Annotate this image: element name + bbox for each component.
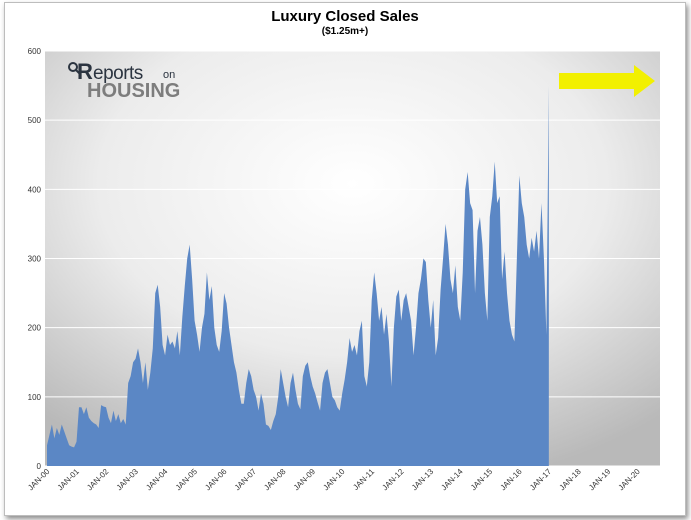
arrow-right-icon bbox=[559, 65, 655, 97]
reports-on-housing-logo: R eports on HOUSING bbox=[67, 59, 207, 107]
x-tick-label: JAN-14 bbox=[439, 467, 465, 493]
logo-on-text: on bbox=[163, 69, 176, 81]
x-tick-label: JAN-11 bbox=[351, 467, 376, 492]
x-axis-ticks: JAN-00 JAN-01 JAN-02 JAN-03 JAN-04 JAN-05 JAN-… bbox=[26, 467, 642, 493]
x-tick-label: JAN-02 bbox=[85, 467, 111, 493]
logo-letter-r: R bbox=[77, 59, 93, 84]
x-tick-label: JAN-05 bbox=[174, 467, 200, 493]
y-tick-label: 600 bbox=[28, 47, 42, 56]
logo-reports-text: eports bbox=[93, 63, 143, 84]
highlight-arrow bbox=[559, 65, 655, 97]
y-tick-label: 500 bbox=[28, 116, 42, 125]
x-tick-label: JAN-20 bbox=[617, 467, 643, 493]
area-series bbox=[47, 85, 549, 466]
x-tick-label: JAN-16 bbox=[498, 467, 524, 493]
x-tick-label: JAN-15 bbox=[469, 467, 495, 493]
chart-plot: 0 100 200 300 400 500 600 JAN-00 JAN-01 JAN-02 JA… bbox=[26, 47, 660, 493]
chart-frame: Luxury Closed Sales ($1.25m+) 0 100 200 300… bbox=[4, 2, 686, 516]
x-tick-label: JAN-09 bbox=[292, 467, 318, 493]
x-tick-label: JAN-12 bbox=[380, 467, 406, 493]
x-tick-label: JAN-06 bbox=[203, 467, 229, 493]
x-tick-label: JAN-03 bbox=[115, 467, 141, 493]
x-tick-label: JAN-18 bbox=[558, 467, 584, 493]
y-tick-label: 200 bbox=[28, 324, 42, 333]
x-tick-label: JAN-01 bbox=[56, 467, 82, 493]
x-tick-label: JAN-17 bbox=[528, 467, 554, 493]
x-tick-label: JAN-10 bbox=[321, 467, 347, 493]
y-tick-label: 0 bbox=[37, 462, 42, 471]
y-tick-label: 300 bbox=[28, 255, 42, 264]
y-axis-ticks: 0 100 200 300 400 500 600 bbox=[28, 47, 42, 471]
logo-housing-text: HOUSING bbox=[87, 80, 181, 102]
luxury-sales-area bbox=[47, 85, 549, 466]
x-tick-label: JAN-08 bbox=[262, 467, 288, 493]
y-tick-label: 100 bbox=[28, 393, 42, 402]
x-tick-label: JAN-07 bbox=[233, 467, 259, 493]
y-tick-label: 400 bbox=[28, 185, 42, 194]
chart-subtitle: ($1.25m+) bbox=[321, 26, 369, 37]
x-tick-label: JAN-13 bbox=[410, 467, 436, 493]
x-tick-label: JAN-19 bbox=[587, 467, 613, 493]
magnifier-icon bbox=[68, 62, 81, 75]
x-tick-label: JAN-04 bbox=[144, 467, 170, 493]
chart-title: Luxury Closed Sales bbox=[271, 8, 419, 25]
